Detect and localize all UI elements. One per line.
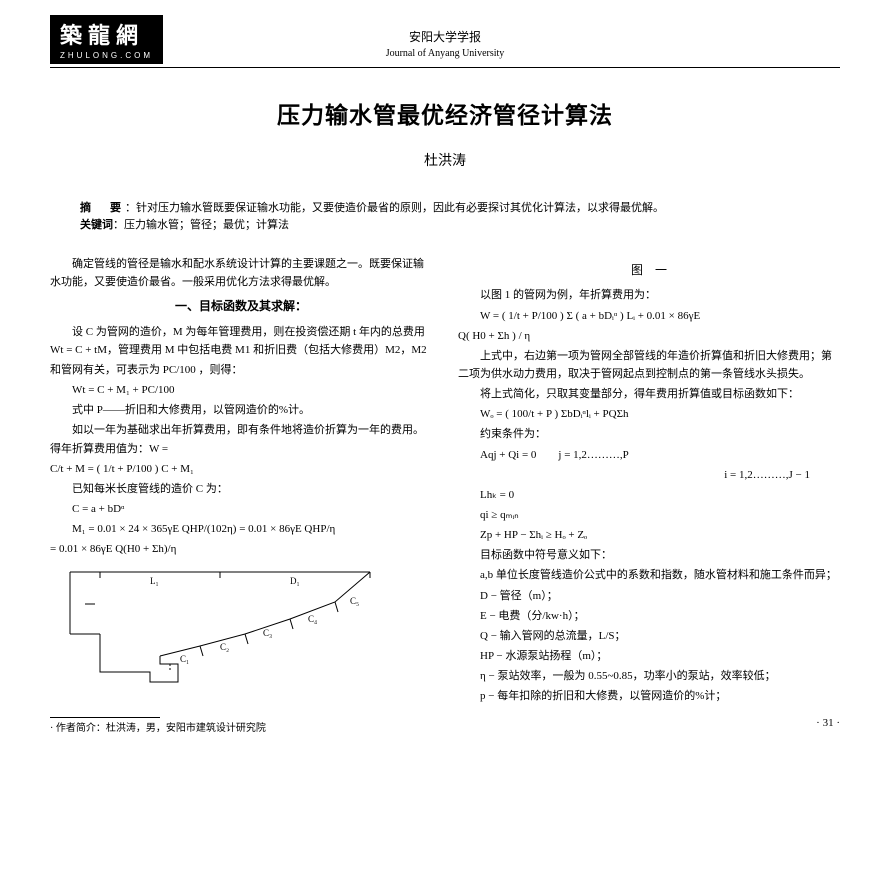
formula-m1a: M₁ = 0.01 × 24 × 365γE QHP/(102η) = 0.01… [50, 520, 432, 538]
r-p6: a,b 单位长度管线造价公式中的系数和指数，随水管材料和施工条件而异； [458, 566, 840, 584]
page: 築龍網 ZHULONG.COM 安阳大学学报 Journal of Anyang… [0, 0, 880, 737]
journal-ch: 安阳大学学报 [50, 28, 840, 46]
formula-wt: Wt = C + M₁ + PC/100 [50, 381, 432, 399]
logo-ch: 築龍網 [60, 19, 153, 52]
para-2a: 设 C 为管网的造价，M 为每年管理费用，则在投资偿还期 t 年内的总费用 Wt… [50, 323, 432, 359]
page-number: · 31 · [816, 715, 840, 732]
r-d3: Q − 输入管网的总流量，L/S； [458, 627, 840, 645]
svg-text:C₂: C₂ [220, 642, 229, 652]
svg-text:D₁: D₁ [290, 576, 300, 586]
para-4: 如以一年为基础求出年折算费用，即有条件地将造价折算为一年的费用。得年折算费用值为… [50, 421, 432, 457]
r-f3d: Zp + HP − Σhᵢ ≥ Hₒ + Zₒ [458, 526, 840, 544]
r-f3b: Lhₖ = 0 [458, 486, 840, 504]
r-f1b: Q( H0 + Σh ) / η [458, 327, 840, 345]
logo-pinyin: ZHULONG.COM [60, 50, 153, 62]
keyword-text: ：压力输水管；管径；最优；计算法 [113, 219, 289, 231]
footnote-rule [50, 717, 160, 718]
r-d6: p − 每年扣除的折旧和大修费，以管网造价的%计； [458, 687, 840, 705]
svg-text:C₃: C₃ [263, 628, 272, 638]
r-d1: D − 管径（m）； [458, 587, 840, 605]
para-2b: 和管网有关，可表示为 PC/100 ，则得： [50, 361, 432, 379]
journal-en: Journal of Anyang University [50, 46, 840, 61]
r-p2: 上式中，右边第一项为管网全部管线的年造价折算值和折旧大修费用；第二项为供水动力费… [458, 347, 840, 383]
pipe-network-diagram: L₁ D₁ C₁ C₂ C₃ C₄ C₅ [60, 564, 380, 694]
abstract-text: ：针对压力输水管既要保证输水功能，又要使造价最省的原则，因此有必要探讨其优化计算… [125, 202, 664, 214]
right-column: 图 一 以图 1 的管网为例，年折算费用为： W = ( 1/t + P/100… [458, 255, 840, 737]
r-p1: 以图 1 的管网为例，年折算费用为： [458, 286, 840, 304]
para-intro: 确定管线的管径是输水和配水系统设计计算的主要课题之一。既要保证输水功能，又要使造… [50, 255, 432, 291]
figure-1: L₁ D₁ C₁ C₂ C₃ C₄ C₅ [60, 564, 432, 700]
left-column: 确定管线的管径是输水和配水系统设计计算的主要课题之一。既要保证输水功能，又要使造… [50, 255, 432, 737]
para-5: 已知每米长度管线的造价 C 为： [50, 480, 432, 498]
formula-w: C/t + M = ( 1/t + P/100 ) C + M₁ [50, 460, 432, 478]
r-p5: 目标函数中符号意义如下： [458, 546, 840, 564]
formula-c: C = a + bDᵅ [50, 500, 432, 518]
svg-text:C₅: C₅ [350, 596, 359, 606]
paper-title: 压力输水管最优经济管径计算法 [50, 98, 840, 133]
r-f3a3: i = 1,2………,J − 1 [458, 466, 840, 484]
r-d2: E − 电费（分/kw·h）； [458, 607, 840, 625]
footnote: · 作者简介：杜洪涛，男，安阳市建筑设计研究院 [50, 721, 432, 738]
r-d5: η − 泵站效率，一般为 0.55~0.85，功率小的泵站，效率较低； [458, 667, 840, 685]
formula-m1b: = 0.01 × 86γE Q(H0 + Σh)/η [50, 540, 432, 558]
r-f2: Wₒ = ( 100/t + P ) ΣbDᵢᵅlᵢ + PQΣh [458, 405, 840, 423]
header-rule [50, 67, 840, 68]
r-p4: 约束条件为： [458, 425, 840, 443]
svg-text:C₁: C₁ [180, 654, 189, 664]
section-1-title: 一、目标函数及其求解： [50, 297, 432, 317]
para-3: 式中 P——折旧和大修费用，以管网造价的%计。 [50, 401, 432, 419]
svg-text:C₄: C₄ [308, 614, 317, 624]
r-d4: HP − 水源泵站扬程（m）； [458, 647, 840, 665]
author: 杜洪涛 [50, 151, 840, 172]
journal-header: 安阳大学学报 Journal of Anyang University [50, 28, 840, 61]
fig-caption: 图 一 [458, 261, 840, 281]
r-p3: 将上式简化，只取其变量部分，得年费用折算值或目标函数如下： [458, 385, 840, 403]
r-f1: W = ( 1/t + P/100 ) Σ ( a + bDᵢᵅ ) Lᵢ + … [458, 307, 840, 325]
abstract-label: 摘 要 [80, 202, 125, 214]
r-f3a: Aqj + Qi = 0 j = 1,2………,P [458, 446, 840, 464]
body-columns: 确定管线的管径是输水和配水系统设计计算的主要课题之一。既要保证输水功能，又要使造… [50, 255, 840, 737]
svg-text:L₁: L₁ [150, 576, 159, 586]
keyword-label: 关键词 [80, 219, 113, 231]
abstract: 摘 要：针对压力输水管既要保证输水功能，又要使造价最省的原则，因此有必要探讨其优… [80, 200, 810, 235]
logo: 築龍網 ZHULONG.COM [50, 15, 163, 64]
r-f3c: qi ≥ qₘᵢₙ [458, 506, 840, 524]
